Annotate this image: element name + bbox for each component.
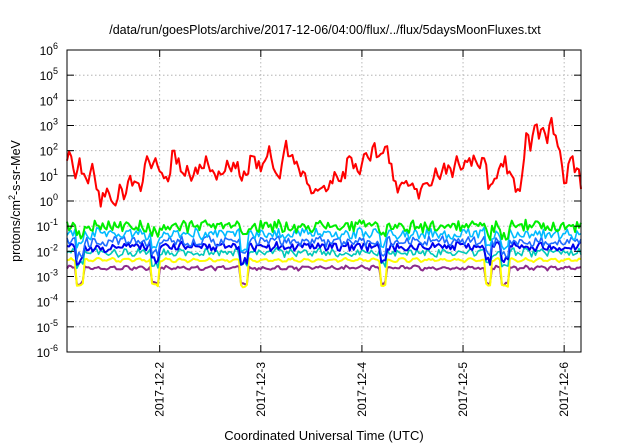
x-axis-label: Coordinated Universal Time (UTC) [224,428,423,443]
y-axis-label-main: protons/cm [9,200,23,262]
x-axis: 2017-12-2 2017-12-3 2017-12-4 2017-12-5 2017… [153,50,571,417]
x-tick-label: 2017-12-6 [557,362,571,417]
series-line [66,264,582,287]
y-tick-label: 100 [40,192,58,209]
series-line [66,235,582,261]
series-line [66,218,582,241]
y-tick-label: 10-2 [37,242,58,259]
series-group [66,116,582,289]
y-axis-label: protons/cm2-s-sr-MeV [7,139,23,261]
y-tick-label: 10-4 [37,293,58,310]
y-tick-label: 105 [40,66,58,83]
series-line-red [66,116,582,208]
x-tick-label: 2017-12-2 [153,362,167,417]
chart-title: /data/run/goesPlots/archive/2017-12-06/0… [109,23,541,37]
y-tick-label: 103 [40,117,58,134]
x-tick-label: 2017-12-3 [254,362,268,417]
y-tick-label: 104 [40,91,58,108]
series-line [66,256,582,289]
x-tick-label: 2017-12-4 [355,362,369,417]
y-tick-label: 101 [40,167,58,184]
grid [67,50,581,352]
y-axis-label-rest: -s-sr-MeV [9,139,23,195]
x-tick-label: 2017-12-5 [456,362,470,417]
y-axis: 10-6 10-5 10-4 10-3 10-2 10-1 100 101 102 103 104 1… [37,41,581,360]
y-tick-label: 10-1 [37,217,58,234]
y-tick-label: 10-3 [37,268,58,285]
y-tick-label: 102 [40,142,58,159]
y-tick-label: 106 [40,41,58,58]
series-line [66,240,582,266]
series-line [66,226,582,252]
y-axis-label-sup: 2 [7,195,17,200]
y-tick-label: 10-5 [37,318,58,335]
series-line [66,247,582,270]
y-tick-label: 10-6 [37,343,58,360]
